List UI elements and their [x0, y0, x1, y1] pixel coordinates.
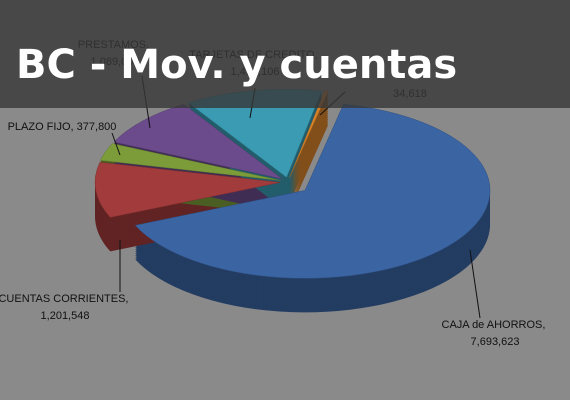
slice-side	[289, 118, 329, 206]
slice-side	[289, 98, 329, 186]
label-separator: ,	[542, 319, 548, 331]
slice-side	[289, 94, 329, 182]
label-value: 377,800	[77, 121, 117, 133]
slice-side	[289, 122, 329, 210]
title-bar	[0, 0, 570, 108]
label-separator: ,	[125, 293, 131, 305]
slice-side	[289, 96, 329, 184]
slice	[99, 143, 281, 181]
label-value: 1,201,548	[41, 310, 90, 322]
slice-side	[289, 104, 329, 192]
label-value: 7,693,623	[471, 336, 520, 348]
slice-side	[289, 106, 329, 194]
leader-line	[111, 132, 121, 156]
slice-side	[289, 92, 329, 180]
slice-side	[289, 124, 329, 212]
data-label: PLAZO FIJO, 377,800	[8, 121, 117, 133]
slice-side	[289, 102, 329, 190]
pie	[94, 89, 491, 313]
slice-side	[289, 108, 329, 196]
slice-side	[289, 116, 329, 204]
label-separator: ,	[71, 121, 77, 133]
slice	[94, 162, 281, 218]
leader-line	[469, 249, 481, 319]
data-label: CUENTAS CORRIENTES, 1,201,548	[0, 293, 132, 322]
slice-side	[289, 112, 329, 200]
label-category: CAJA de AHORROS	[442, 319, 543, 331]
label-category: PLAZO FIJO	[8, 121, 71, 133]
slice-side	[289, 100, 329, 188]
chart-title: BC - Mov. y cuentas	[16, 42, 457, 88]
slice-side	[289, 110, 329, 198]
slice-side	[289, 120, 329, 208]
slice	[134, 104, 491, 279]
data-label: CAJA de AHORROS, 7,693,623	[442, 319, 549, 348]
slice-side	[289, 114, 329, 202]
label-category: CUENTAS CORRIENTES	[0, 293, 125, 305]
